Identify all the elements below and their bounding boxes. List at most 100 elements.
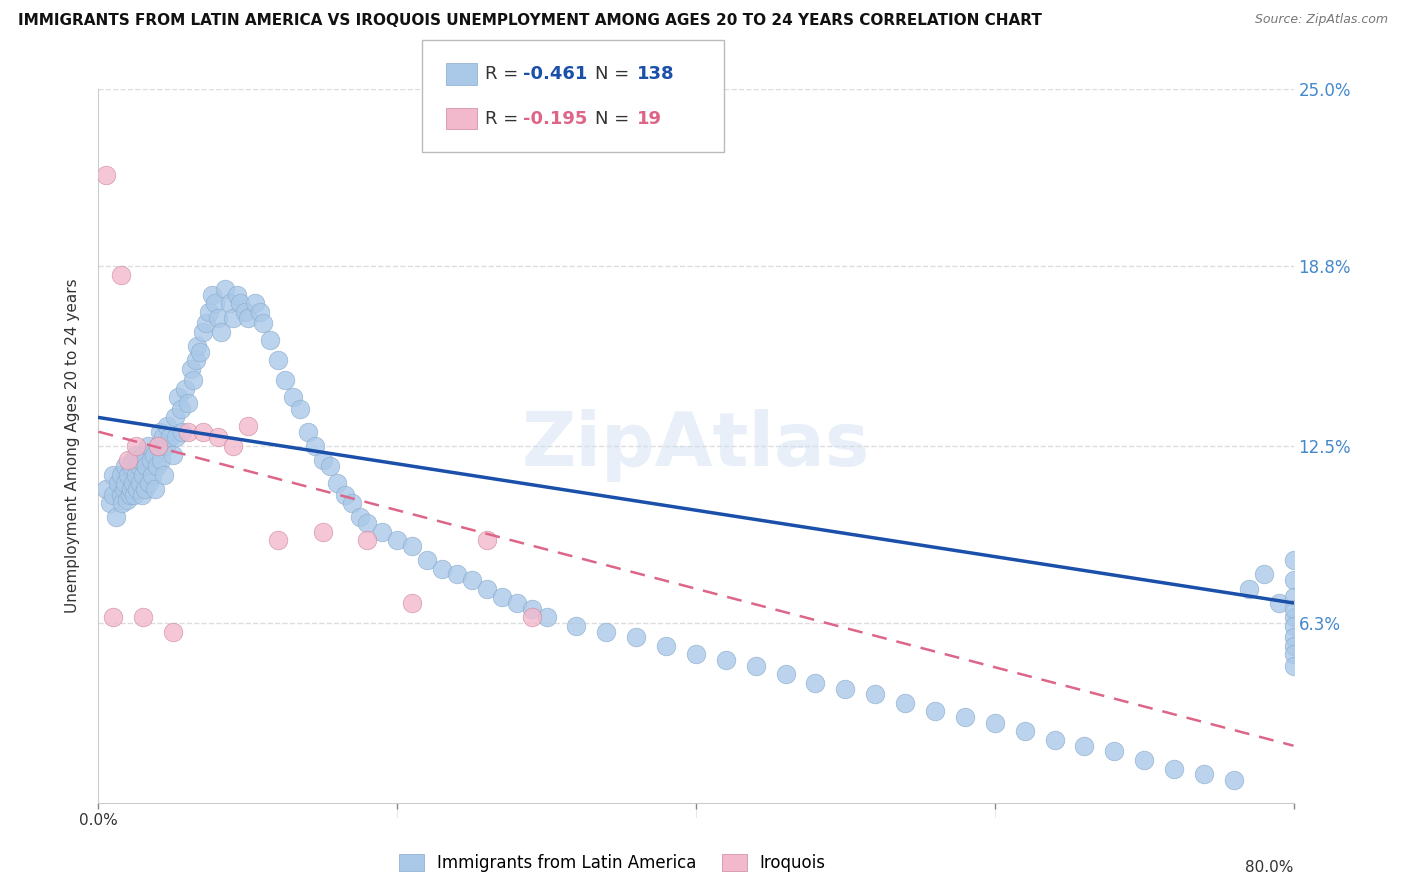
Point (894, 696, 917, 710)
Point (714, 653, 737, 667)
Point (229, 296, 252, 310)
Point (865, 687, 887, 701)
Point (685, 648, 707, 662)
Point (103, 610, 125, 624)
Point (491, 591, 513, 605)
Point (191, 425, 214, 439)
Point (245, 296, 267, 310)
Point (461, 573, 484, 587)
Point (129, 476, 152, 491)
Point (107, 476, 129, 491)
Point (142, 448, 165, 462)
Point (1282, 619, 1305, 633)
Point (134, 482, 156, 496)
Point (1192, 767, 1215, 781)
Text: ZipAtlas: ZipAtlas (522, 409, 870, 483)
Point (297, 425, 319, 439)
Point (198, 305, 221, 319)
Point (259, 334, 281, 348)
Point (207, 430, 229, 444)
Text: R =: R = (485, 110, 524, 128)
Point (125, 448, 148, 462)
Point (1237, 582, 1260, 596)
Point (105, 510, 128, 524)
Text: IMMIGRANTS FROM LATIN AMERICA VS IROQUOIS UNEMPLOYMENT AMONG AGES 20 TO 24 YEARS: IMMIGRANTS FROM LATIN AMERICA VS IROQUOI… (18, 13, 1042, 29)
Point (416, 553, 439, 567)
Point (1282, 648, 1305, 662)
Point (103, 487, 125, 501)
Point (1133, 753, 1156, 767)
Point (132, 610, 155, 624)
Point (536, 610, 558, 624)
Point (117, 467, 139, 482)
Point (181, 373, 204, 387)
Point (319, 458, 342, 473)
Point (177, 396, 200, 410)
Point (121, 476, 143, 491)
Point (626, 630, 648, 644)
Point (311, 453, 333, 467)
Point (219, 296, 242, 310)
Point (172, 425, 194, 439)
Point (129, 453, 152, 467)
Point (326, 476, 349, 491)
Point (139, 453, 162, 467)
Point (984, 715, 1007, 730)
Point (834, 681, 856, 696)
Point (236, 419, 259, 434)
Point (333, 487, 356, 501)
Point (148, 439, 170, 453)
Point (159, 430, 181, 444)
Point (148, 439, 170, 453)
Point (520, 610, 543, 624)
Y-axis label: Unemployment Among Ages 20 to 24 years: Unemployment Among Ages 20 to 24 years (65, 278, 80, 614)
Point (356, 516, 378, 530)
Point (184, 353, 207, 368)
Point (236, 310, 259, 325)
Point (163, 410, 186, 425)
Point (118, 487, 141, 501)
Point (110, 487, 132, 501)
Point (120, 482, 142, 496)
Point (1104, 744, 1126, 758)
Text: 19: 19 (637, 110, 662, 128)
Point (267, 533, 290, 548)
Point (132, 448, 155, 462)
Point (401, 539, 423, 553)
Point (1282, 630, 1305, 644)
Point (281, 391, 304, 405)
Point (1282, 639, 1305, 653)
Point (124, 487, 146, 501)
Point (475, 582, 498, 596)
Point (342, 496, 364, 510)
Point (150, 453, 173, 467)
Point (953, 710, 976, 724)
Point (385, 533, 409, 548)
Text: -0.461: -0.461 (523, 65, 588, 83)
Text: R =: R = (485, 65, 524, 83)
Point (204, 296, 226, 310)
Point (149, 425, 172, 439)
Point (233, 305, 256, 319)
Text: N =: N = (595, 65, 634, 83)
Legend: Immigrants from Latin America, Iroquois: Immigrants from Latin America, Iroquois (391, 846, 834, 880)
Point (1282, 658, 1305, 673)
Point (94, 482, 117, 496)
Point (110, 268, 132, 282)
Point (111, 496, 134, 510)
Point (745, 658, 768, 673)
Point (114, 458, 136, 473)
Point (135, 458, 157, 473)
Point (201, 287, 224, 301)
Point (195, 316, 218, 330)
Point (145, 458, 167, 473)
Point (1267, 596, 1289, 610)
Point (165, 430, 187, 444)
Point (156, 419, 179, 434)
Point (222, 439, 245, 453)
Point (127, 482, 149, 496)
Point (153, 467, 176, 482)
Point (595, 624, 617, 639)
Point (371, 524, 394, 539)
Point (132, 467, 155, 482)
